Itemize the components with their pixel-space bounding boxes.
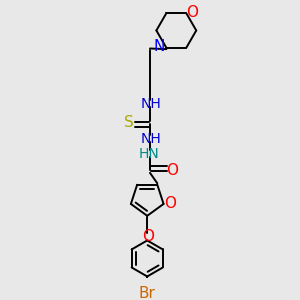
Text: NH: NH (141, 131, 162, 146)
Text: HN: HN (138, 147, 159, 161)
Text: NH: NH (141, 97, 162, 111)
Text: O: O (142, 229, 154, 244)
Text: S: S (124, 115, 134, 130)
Text: Br: Br (139, 286, 156, 300)
Text: N: N (154, 39, 165, 54)
Text: O: O (164, 196, 176, 211)
Text: O: O (186, 5, 198, 20)
Text: O: O (167, 164, 178, 178)
